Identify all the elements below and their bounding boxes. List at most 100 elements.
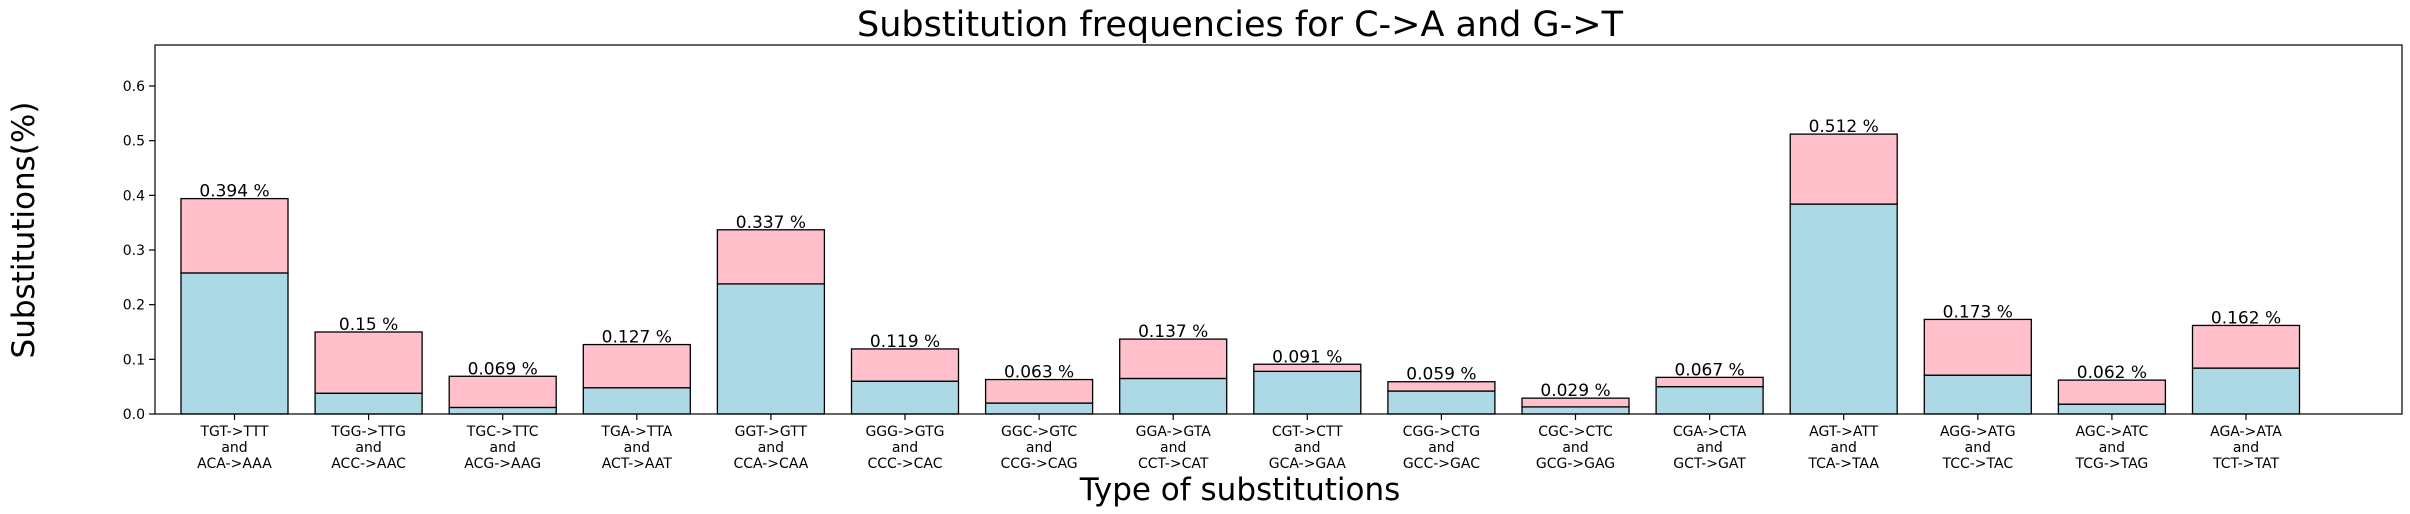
x-tick-label: TGT->TTT bbox=[199, 424, 269, 440]
x-tick-label: CCT->CAT bbox=[1138, 456, 1209, 472]
x-tick-label: and bbox=[758, 440, 784, 456]
plot-area: 0.00.10.20.30.40.50.60.394 %TGT->TTTandA… bbox=[123, 79, 2301, 472]
bar-segment-series-1 bbox=[180, 197, 289, 274]
x-tick-label: and bbox=[1562, 440, 1588, 456]
x-tick-label: GGG->GTG bbox=[865, 424, 944, 440]
total-data-label: 0.029 % bbox=[1540, 381, 1610, 401]
bar-segment-series-1 bbox=[984, 378, 1094, 404]
bar-segment-series-0 bbox=[1521, 406, 1630, 415]
bar-segment-series-0 bbox=[1789, 203, 1898, 415]
bar-segment-series-1 bbox=[1521, 397, 1630, 408]
x-tick-label: ACG->AAG bbox=[464, 456, 541, 472]
y-tick-label: 0.6 bbox=[123, 79, 145, 95]
total-data-label: 0.337 % bbox=[736, 213, 806, 233]
x-tick-label: AGC->ATC bbox=[2076, 424, 2149, 440]
bar-segment-series-1 bbox=[850, 348, 960, 382]
bar-segment-series-1 bbox=[1119, 338, 1228, 380]
x-tick-label: TCA->TAA bbox=[1807, 456, 1879, 472]
chart-title: Substitution frequencies for C->A and G-… bbox=[857, 5, 1624, 45]
bar-segment-series-0 bbox=[2191, 367, 2301, 415]
total-data-label: 0.394 % bbox=[199, 182, 269, 202]
x-tick-label: TGG->TTG bbox=[330, 424, 406, 440]
total-data-label: 0.063 % bbox=[1004, 363, 1074, 383]
x-tick-label: and bbox=[1696, 440, 1722, 456]
x-tick-label: and bbox=[1428, 440, 1454, 456]
total-data-label: 0.059 % bbox=[1406, 365, 1476, 385]
x-tick-label: ACT->AAT bbox=[602, 456, 673, 472]
x-tick-label: CGG->CTG bbox=[1403, 424, 1480, 440]
bar-segment-series-1 bbox=[1923, 318, 2032, 376]
bar-segment-series-1 bbox=[582, 343, 691, 389]
bar-segment-series-1 bbox=[716, 229, 826, 285]
bar-segment-series-1 bbox=[1253, 363, 1362, 373]
bar-segment-series-0 bbox=[716, 283, 826, 415]
bar-segment-series-0 bbox=[1923, 374, 2032, 415]
x-tick-label: AGT->ATT bbox=[1809, 424, 1879, 440]
bar-segment-series-0 bbox=[984, 402, 1094, 415]
x-tick-label: and bbox=[1831, 440, 1857, 456]
bar-segment-series-0 bbox=[448, 406, 557, 415]
y-axis-label: Substitutions(%) bbox=[6, 102, 42, 359]
x-tick-label: and bbox=[221, 440, 247, 456]
bar-segment-series-0 bbox=[2057, 403, 2167, 415]
x-tick-label: CCG->CAG bbox=[1001, 456, 1078, 472]
x-tick-label: and bbox=[2233, 440, 2259, 456]
x-tick-label: and bbox=[892, 440, 918, 456]
total-data-label: 0.512 % bbox=[1809, 117, 1879, 137]
total-data-label: 0.15 % bbox=[339, 315, 398, 335]
total-data-label: 0.067 % bbox=[1674, 360, 1744, 380]
x-tick-label: GGC->GTC bbox=[1001, 424, 1077, 440]
y-tick-label: 0.1 bbox=[123, 352, 145, 368]
x-tick-label: and bbox=[1965, 440, 1991, 456]
bar-segment-series-1 bbox=[314, 331, 423, 394]
x-tick-label: CCC->CAC bbox=[868, 456, 943, 472]
x-tick-label: AGG->ATG bbox=[1940, 424, 2016, 440]
total-data-label: 0.069 % bbox=[468, 359, 538, 379]
x-tick-label: and bbox=[1026, 440, 1052, 456]
bar-segment-series-0 bbox=[1119, 377, 1228, 415]
y-tick-label: 0.5 bbox=[123, 134, 145, 150]
bar-segment-series-0 bbox=[180, 272, 289, 415]
bar-segment-series-1 bbox=[1655, 376, 1764, 388]
bar-segment-series-1 bbox=[2057, 379, 2167, 405]
x-tick-label: TCC->TAC bbox=[1941, 456, 2013, 472]
x-tick-label: CGT->CTT bbox=[1272, 424, 1343, 440]
bar-segment-series-0 bbox=[582, 387, 691, 415]
plot-frame bbox=[154, 44, 2403, 415]
bar-segment-series-1 bbox=[448, 375, 557, 409]
y-tick-label: 0.2 bbox=[123, 298, 145, 314]
x-tick-label: GCG->GAG bbox=[1536, 456, 1615, 472]
y-tick-label: 0.4 bbox=[123, 188, 145, 204]
bar-segment-series-1 bbox=[2191, 324, 2301, 369]
total-data-label: 0.137 % bbox=[1138, 322, 1208, 342]
x-tick-label: CGA->CTA bbox=[1673, 424, 1747, 440]
x-tick-label: GCA->GAA bbox=[1269, 456, 1346, 472]
y-tick-label: 0.0 bbox=[123, 407, 145, 423]
x-tick-label: GCC->GAC bbox=[1403, 456, 1480, 472]
x-tick-label: TGC->TTC bbox=[466, 424, 539, 440]
x-tick-label: CCA->CAA bbox=[733, 456, 808, 472]
bar-segment-series-0 bbox=[850, 380, 960, 415]
x-tick-label: and bbox=[1160, 440, 1186, 456]
x-tick-label: GCT->GAT bbox=[1673, 456, 1746, 472]
total-data-label: 0.119 % bbox=[870, 332, 940, 352]
bar-segment-series-1 bbox=[1789, 133, 1898, 205]
x-tick-label: TCG->TAG bbox=[2075, 456, 2149, 472]
total-data-label: 0.162 % bbox=[2211, 308, 2281, 328]
x-tick-label: and bbox=[624, 440, 650, 456]
x-tick-label: GGA->GTA bbox=[1136, 424, 1212, 440]
total-data-label: 0.091 % bbox=[1272, 347, 1342, 367]
y-tick-label: 0.3 bbox=[123, 243, 145, 259]
bar-segment-series-1 bbox=[1387, 381, 1496, 392]
bar-segment-series-0 bbox=[1655, 386, 1764, 415]
bar-segment-series-0 bbox=[1387, 390, 1496, 415]
x-tick-label: ACC->AAC bbox=[331, 456, 406, 472]
total-data-label: 0.173 % bbox=[1943, 302, 2013, 322]
x-tick-label: and bbox=[1294, 440, 1320, 456]
x-axis-label: Type of substitutions bbox=[1079, 472, 1401, 508]
x-tick-label: and bbox=[355, 440, 381, 456]
bar-segment-series-0 bbox=[1253, 370, 1362, 415]
x-tick-label: CGC->CTC bbox=[1538, 424, 1613, 440]
x-tick-label: GGT->GTT bbox=[735, 424, 808, 440]
